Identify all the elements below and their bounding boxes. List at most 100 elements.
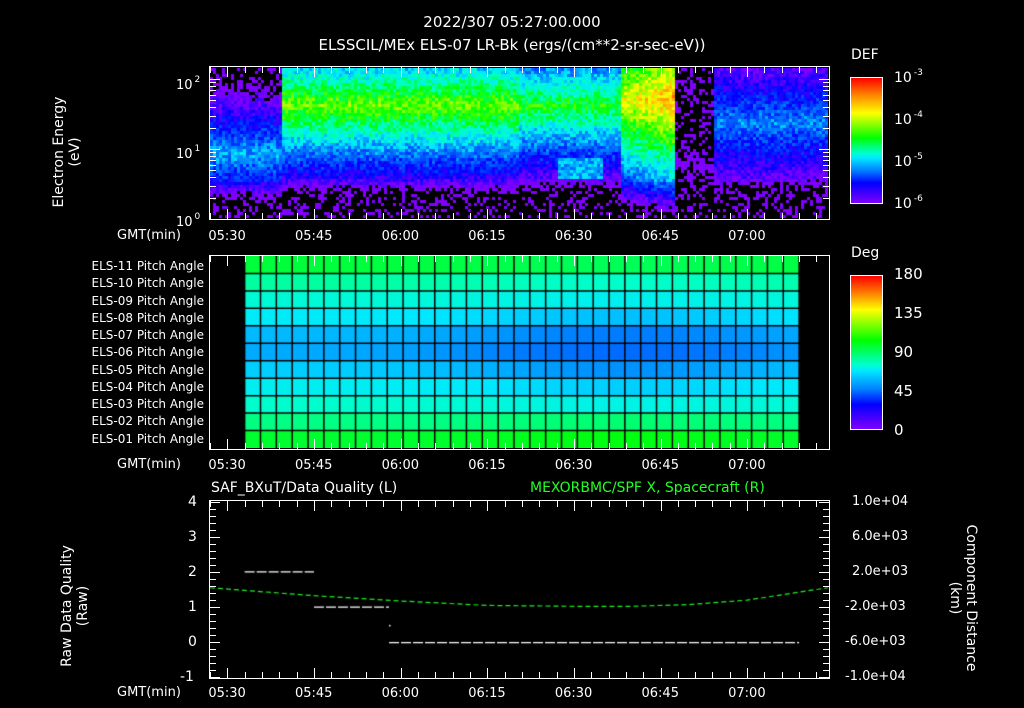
x-tick-mark — [331, 672, 333, 678]
panel3-left-ylabel-line1: Raw Data Quality — [59, 545, 75, 667]
y-tick-mark — [210, 663, 216, 664]
x-tick-mark — [504, 213, 506, 219]
x-tick-mark — [227, 209, 229, 219]
deg-colorbar-label-135: 135 — [894, 304, 923, 322]
x-tick-mark — [643, 67, 645, 73]
y-tick-mark — [823, 170, 829, 172]
x-tick-mark — [227, 439, 229, 449]
time-tick-label: 06:30 — [554, 458, 593, 473]
x-tick-mark — [296, 672, 298, 678]
x-tick-mark — [383, 443, 385, 449]
deg-colorbar-title: Deg — [851, 245, 880, 261]
x-tick-mark — [383, 672, 385, 678]
y-tick-mark — [210, 642, 220, 643]
x-tick-mark — [469, 443, 471, 449]
x-tick-mark — [365, 67, 367, 73]
x-tick-mark — [469, 501, 471, 507]
pitch-angle-grid[interactable] — [210, 256, 828, 448]
x-tick-mark — [799, 501, 801, 507]
x-tick-mark — [625, 501, 627, 507]
x-tick-mark — [643, 213, 645, 219]
x-tick-mark — [677, 501, 679, 507]
time-tick-label: 06:45 — [641, 686, 679, 701]
panel3-frame — [209, 500, 830, 679]
x-tick-mark — [348, 256, 350, 262]
x-tick-mark — [435, 501, 437, 507]
x-tick-mark — [331, 443, 333, 449]
x-tick-mark — [781, 67, 783, 73]
y-tick-mark — [819, 677, 829, 678]
y-tick-mark — [819, 607, 829, 608]
y-tick-mark — [210, 502, 220, 503]
y-tick-mark — [210, 600, 216, 601]
x-tick-mark — [400, 501, 402, 511]
x-tick-mark — [764, 67, 766, 73]
x-tick-mark — [573, 501, 575, 511]
x-tick-mark — [383, 256, 385, 262]
x-tick-mark — [781, 256, 783, 262]
x-tick-mark — [747, 501, 749, 511]
x-tick-mark — [573, 439, 575, 449]
quality-position-plot[interactable] — [210, 501, 830, 678]
y-tick-mark — [823, 159, 829, 161]
x-tick-mark — [712, 213, 714, 219]
x-tick-mark — [435, 213, 437, 219]
x-tick-mark — [296, 213, 298, 219]
energy-spectrogram[interactable] — [210, 68, 828, 218]
panel1-time-label: GMT(min) — [117, 228, 181, 243]
pitch-angle-row-label: ELS-02 Pitch Angle — [91, 414, 204, 429]
time-tick-label: 05:45 — [294, 686, 333, 701]
x-tick-mark — [764, 256, 766, 262]
y-tick-mark — [210, 635, 216, 636]
y-tick-mark — [210, 537, 220, 538]
y-tick-mark — [819, 149, 829, 151]
x-tick-mark — [296, 67, 298, 73]
def-colorbar-label-1e-4: 10 -4 — [894, 110, 923, 128]
x-tick-mark — [504, 67, 506, 73]
x-tick-mark — [816, 443, 818, 449]
def-colorbar-label-1e-5: 10 -5 — [894, 152, 923, 170]
x-tick-mark — [313, 501, 315, 511]
right-ytick-label: -1.0e+04 — [845, 669, 906, 684]
y-tick-mark — [210, 164, 216, 166]
x-tick-mark — [625, 256, 627, 262]
pitch-angle-row-label: ELS-11 Pitch Angle — [91, 259, 204, 273]
x-tick-mark — [712, 672, 714, 678]
x-tick-mark — [487, 209, 489, 219]
x-tick-mark — [469, 67, 471, 73]
time-tick-label: 06:00 — [381, 458, 420, 473]
x-tick-mark — [643, 443, 645, 449]
x-tick-mark — [556, 443, 558, 449]
x-tick-mark — [244, 256, 246, 262]
panel1-ylabel: Electron Energy (eV) — [51, 67, 83, 237]
x-tick-mark — [608, 67, 610, 73]
y-tick-mark — [823, 523, 829, 524]
x-tick-mark — [799, 213, 801, 219]
y-tick-mark — [210, 82, 216, 84]
panel2-time-label: GMT(min) — [117, 457, 181, 472]
x-tick-mark — [521, 256, 523, 262]
x-tick-mark — [348, 67, 350, 73]
x-tick-mark — [261, 67, 263, 73]
pitch-angle-row-label: ELS-10 Pitch Angle — [91, 276, 204, 291]
x-tick-mark — [539, 501, 541, 507]
pitch-angle-row-label: ELS-06 Pitch Angle — [91, 345, 204, 360]
y-tick-mark — [823, 100, 829, 102]
x-tick-mark — [279, 672, 281, 678]
x-tick-mark — [400, 209, 402, 219]
x-tick-mark — [799, 672, 801, 678]
x-tick-mark — [539, 672, 541, 678]
time-tick-label: 06:45 — [641, 458, 679, 473]
time-tick-label: 05:45 — [294, 458, 333, 473]
time-tick-label: 05:30 — [208, 686, 246, 701]
y-tick-mark — [210, 516, 216, 517]
pitch-angle-row-label: ELS-03 Pitch Angle — [91, 397, 204, 412]
x-tick-mark — [261, 443, 263, 449]
time-tick-label: 05:30 — [208, 229, 246, 244]
x-tick-mark — [521, 672, 523, 678]
x-tick-mark — [504, 256, 506, 262]
def-colorbar-title: DEF — [851, 47, 879, 63]
y-tick-mark — [210, 593, 216, 594]
y-tick-mark — [823, 614, 829, 615]
time-tick-label: 05:45 — [294, 229, 333, 244]
